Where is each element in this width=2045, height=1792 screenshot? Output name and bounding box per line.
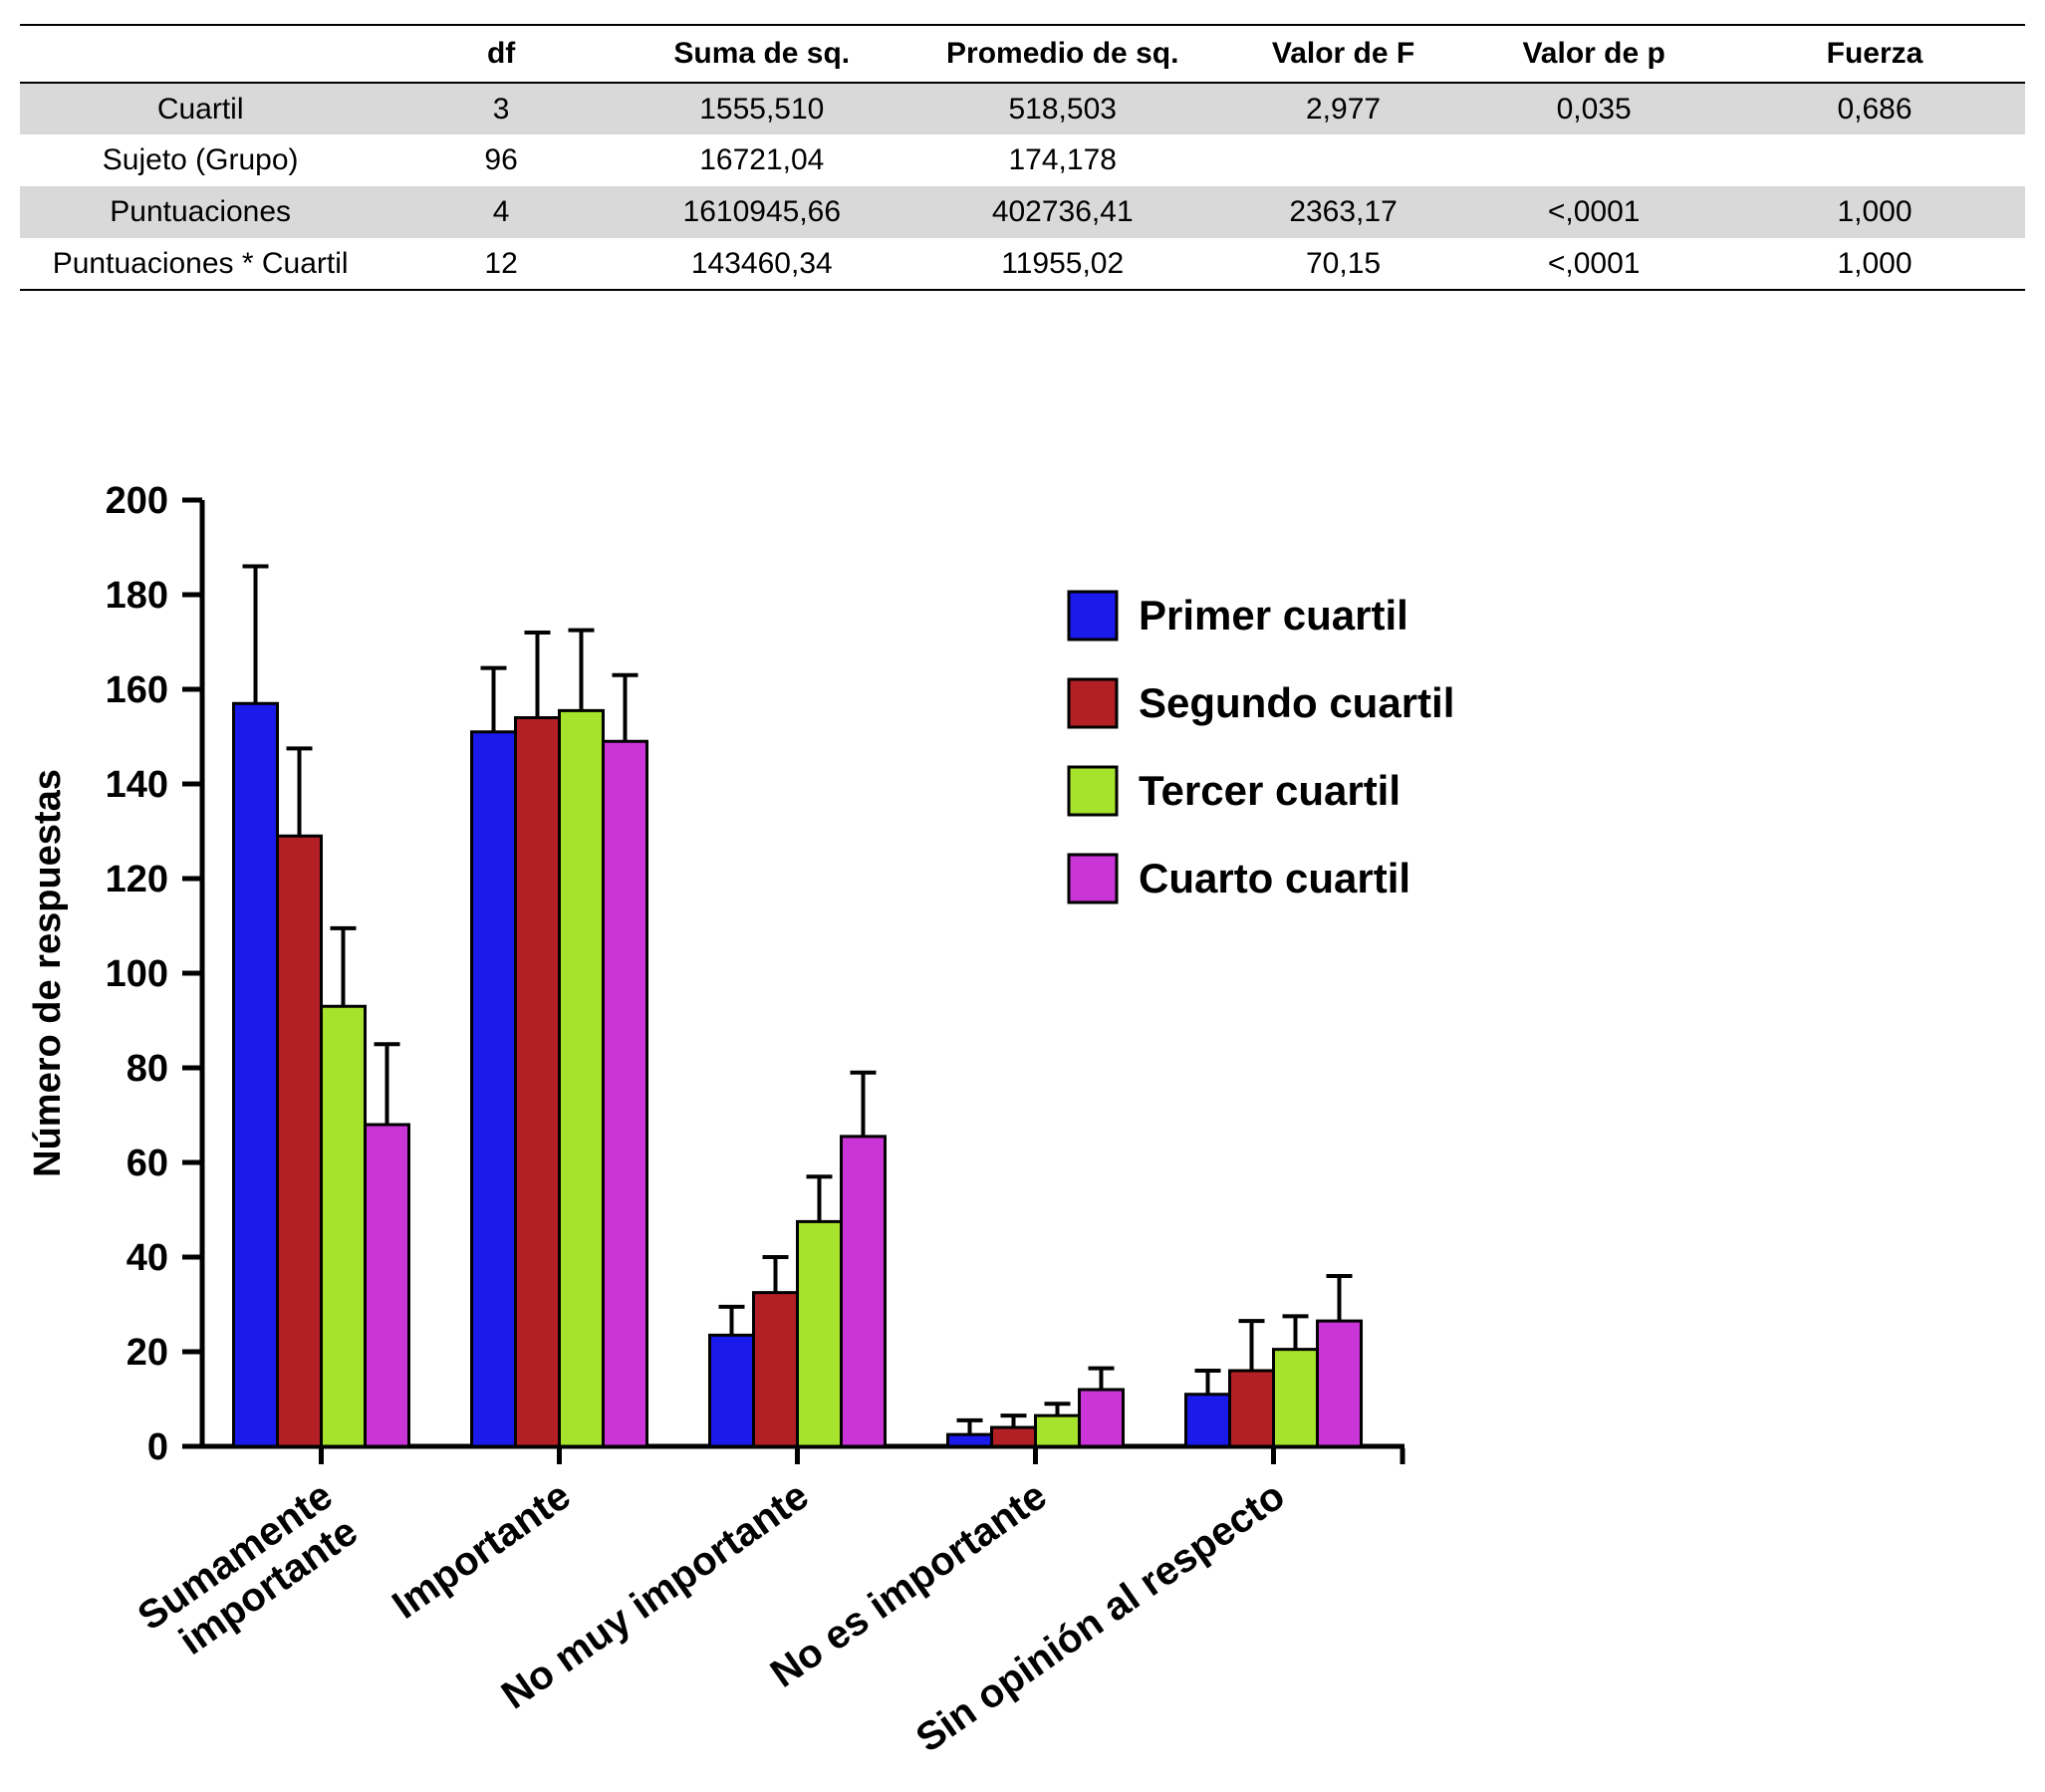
table-row: Puntuaciones 4 1610945,66 402736,41 2363,17 <… — [20, 186, 2025, 238]
table-cell: 0,035 — [1556, 92, 1632, 126]
table-cell: <,0001 — [1547, 195, 1641, 228]
table-cell — [1724, 134, 2025, 186]
bar — [796, 1219, 843, 1448]
x-category-label: Sumamenteimportante — [130, 1473, 366, 1674]
bar — [1272, 1348, 1319, 1448]
column-header: Valor de p — [1522, 37, 1665, 70]
legend-swatch — [1067, 765, 1119, 817]
table-cell: 0,686 — [1837, 92, 1913, 126]
legend-label: Segundo cuartil — [1139, 679, 1454, 726]
column-header: Promedio de sq. — [946, 37, 1179, 70]
bar — [946, 1432, 993, 1448]
y-tick-label: 40 — [127, 1237, 168, 1279]
x-category-label: Importante — [384, 1473, 579, 1628]
bar-chart: 0 20 40 60 80 100 120 140 160 180 200 Sumamenteimpo… — [27, 480, 1455, 1761]
bar — [1078, 1388, 1125, 1448]
y-tick-label: 100 — [106, 953, 168, 995]
table-head: df Suma de sq. Promedio de sq. Valor de F Va… — [20, 25, 2025, 83]
bar — [558, 708, 605, 1448]
table-cell: 12 — [484, 246, 518, 280]
y-tick-label: 120 — [106, 859, 168, 900]
legend-swatch — [1067, 590, 1119, 641]
legend-label: Cuarto cuartil — [1139, 855, 1410, 901]
bar — [752, 1291, 799, 1448]
table-cell: 1610945,66 — [682, 195, 842, 228]
bar — [602, 739, 648, 1448]
row-label: Sujeto (Grupo) — [102, 143, 299, 176]
y-tick-label: 0 — [147, 1426, 168, 1468]
column-header: Suma de sq. — [673, 37, 851, 70]
bar — [276, 834, 323, 1448]
table-cell: 70,15 — [1306, 246, 1382, 280]
row-label: Cuartil — [156, 92, 244, 126]
table-cell — [1223, 134, 1464, 186]
table-cell: 143460,34 — [690, 246, 833, 280]
table-cell: 16721,04 — [699, 143, 825, 176]
x-category-label: Sin opinión al respecto — [908, 1473, 1293, 1760]
table-row: Puntuaciones * Cuartil 12 143460,34 11955,0… — [20, 238, 2025, 290]
legend-swatch — [1067, 853, 1119, 904]
bar — [708, 1333, 755, 1448]
column-header: Valor de F — [1271, 37, 1415, 70]
legend-swatch — [1067, 677, 1119, 729]
table-cell: 11955,02 — [1001, 246, 1125, 280]
table-row: Cuartil 3 1555,510 518,503 2,977 0,035 0,686 — [20, 83, 2025, 134]
table-cell: 1,000 — [1837, 246, 1913, 280]
y-tick-label: 20 — [127, 1332, 168, 1374]
table-cell: 2,977 — [1306, 92, 1382, 126]
bar — [232, 701, 279, 1448]
row-label-column-header — [20, 25, 381, 83]
column-header: df — [486, 37, 516, 70]
y-tick-label: 140 — [106, 764, 168, 806]
bar — [470, 730, 517, 1448]
table-cell: 518,503 — [1008, 92, 1117, 126]
bar — [1228, 1369, 1275, 1448]
bar — [840, 1135, 887, 1448]
column-header: Fuerza — [1826, 37, 1923, 70]
table-cell: 4 — [492, 195, 510, 228]
table-cell: 1,000 — [1837, 195, 1913, 228]
table-cell: 96 — [484, 143, 518, 176]
legend-label: Tercer cuartil — [1139, 767, 1401, 814]
table-row: Sujeto (Grupo) 96 16721,04 174,178 — [20, 134, 2025, 186]
legend-label: Primer cuartil — [1139, 592, 1408, 639]
table-header-row: df Suma de sq. Promedio de sq. Valor de F Va… — [20, 25, 2025, 83]
y-tick-label: 180 — [106, 575, 168, 617]
table-cell: <,0001 — [1547, 246, 1641, 280]
chart-content: 0 20 40 60 80 100 120 140 160 180 200 Sumamenteimpo… — [106, 480, 1455, 1761]
table-cell: 402736,41 — [991, 195, 1134, 228]
bar — [1316, 1319, 1363, 1448]
y-axis-title: Número de respuestas — [27, 769, 69, 1177]
table-cell: 2363,17 — [1289, 195, 1398, 228]
anova-table: df Suma de sq. Promedio de sq. Valor de F Va… — [20, 24, 2025, 291]
table-cell: 3 — [492, 92, 510, 126]
table-cell — [1463, 134, 1724, 186]
table-body: Cuartil 3 1555,510 518,503 2,977 0,035 0,686 Su… — [20, 83, 2025, 290]
y-tick-label: 160 — [106, 669, 168, 711]
y-tick-label: 60 — [127, 1143, 168, 1184]
bar — [1034, 1413, 1081, 1448]
y-tick-label: 80 — [127, 1048, 168, 1090]
y-tick-label: 200 — [106, 480, 168, 522]
row-label: Puntuaciones * Cuartil — [52, 246, 349, 280]
bar — [990, 1425, 1037, 1448]
bar — [320, 1004, 367, 1448]
bar — [1184, 1393, 1231, 1448]
bar — [514, 716, 561, 1448]
table-cell: 174,178 — [1008, 143, 1117, 176]
bar — [364, 1123, 410, 1448]
row-label: Puntuaciones — [110, 195, 292, 228]
table-cell: 1555,510 — [699, 92, 825, 126]
